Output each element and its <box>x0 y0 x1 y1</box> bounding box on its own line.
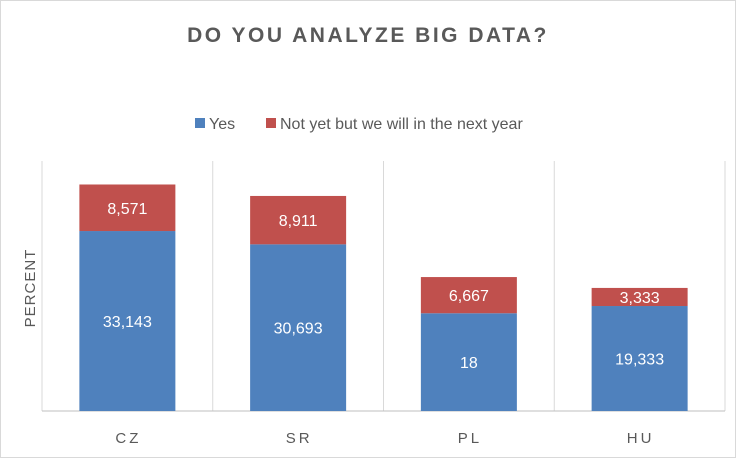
bar-not-yet-sr <box>250 195 347 245</box>
data-label: 6,667 <box>449 288 489 305</box>
x-tick-label: HU <box>627 430 655 447</box>
data-label: 30,693 <box>274 321 323 338</box>
bar-yes-sr <box>250 244 347 411</box>
x-tick-label: SR <box>286 430 313 447</box>
plot-area: 33,143 8,571 CZ 30,693 8,911 SR 18 6,667 PL 19,33… <box>41 161 726 447</box>
data-label: 18 <box>460 355 478 372</box>
x-tick-label: PL <box>458 430 482 447</box>
x-tick-label: CZ <box>115 430 141 447</box>
bar-not-yet-pl <box>420 277 517 314</box>
legend: Yes Not yet but we will in the next year <box>195 116 523 133</box>
chart-title: DO YOU ANALYZE BIG DATA? <box>187 24 549 47</box>
legend-label-yes: Yes <box>209 116 235 133</box>
y-axis-label: PERCENT <box>22 249 39 328</box>
data-label: 3,333 <box>620 290 660 307</box>
legend-swatch-yes <box>195 118 205 128</box>
data-label: 8,911 <box>279 213 318 230</box>
data-label: 19,333 <box>615 352 664 369</box>
bar-not-yet-cz <box>79 184 176 232</box>
bar-yes-hu <box>591 306 688 411</box>
data-label: 8,571 <box>107 201 147 218</box>
legend-swatch-not-yet <box>266 118 276 128</box>
bar-not-yet-hu <box>591 287 688 307</box>
data-label: 33,143 <box>103 314 152 331</box>
legend-label-not-yet: Not yet but we will in the next year <box>280 116 523 133</box>
bar-yes-pl <box>420 313 517 411</box>
bar-yes-cz <box>79 231 176 411</box>
